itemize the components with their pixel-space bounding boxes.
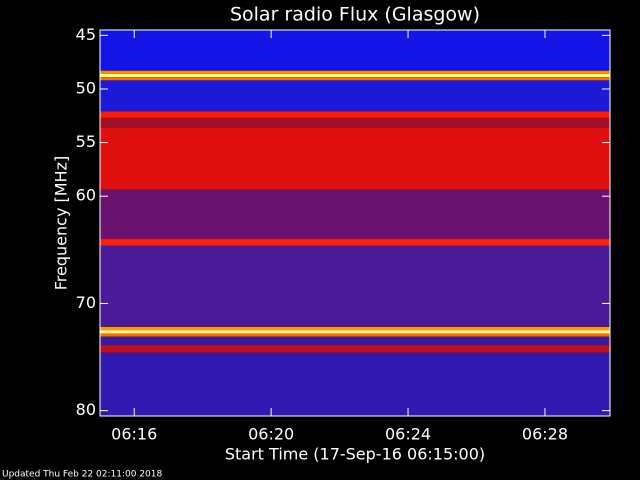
y-tick-label: 45	[76, 25, 96, 44]
frequency-band	[100, 352, 610, 416]
x-axis-label: Start Time (17-Sep-16 06:15:00)	[225, 445, 485, 464]
y-tick-label: 80	[76, 400, 96, 419]
x-tick-label: 06:20	[248, 425, 294, 444]
frequency-band	[100, 127, 610, 190]
frequency-band	[100, 327, 610, 331]
plot-frame	[99, 29, 611, 417]
frequency-band	[100, 30, 610, 71]
y-tick-label: 50	[76, 78, 96, 97]
frequency-band	[100, 245, 610, 328]
y-axis-label: Frequency [MHz]	[52, 156, 71, 290]
y-tick-label: 60	[76, 186, 96, 205]
frequency-band	[100, 73, 610, 78]
frequency-band	[100, 111, 610, 118]
footnote: Updated Thu Feb 22 02:11:00 2018	[2, 470, 163, 480]
x-tick-label: 06:24	[385, 425, 431, 444]
frequency-band	[100, 336, 610, 346]
frequency-band	[100, 80, 610, 112]
y-tick-label: 70	[76, 293, 96, 312]
plot-area	[100, 30, 610, 416]
frequency-band	[100, 70, 610, 74]
frequency-band	[100, 239, 610, 246]
frequency-band	[100, 77, 610, 81]
chart-title: Solar radio Flux (Glasgow)	[230, 4, 480, 26]
x-tick-label: 06:16	[111, 425, 157, 444]
frequency-band	[100, 333, 610, 337]
y-tick-label: 55	[76, 132, 96, 151]
frequency-band	[100, 330, 610, 334]
x-tick-label: 06:28	[522, 425, 568, 444]
frequency-band	[100, 345, 610, 353]
frequency-band	[100, 117, 610, 128]
frequency-band	[100, 189, 610, 240]
